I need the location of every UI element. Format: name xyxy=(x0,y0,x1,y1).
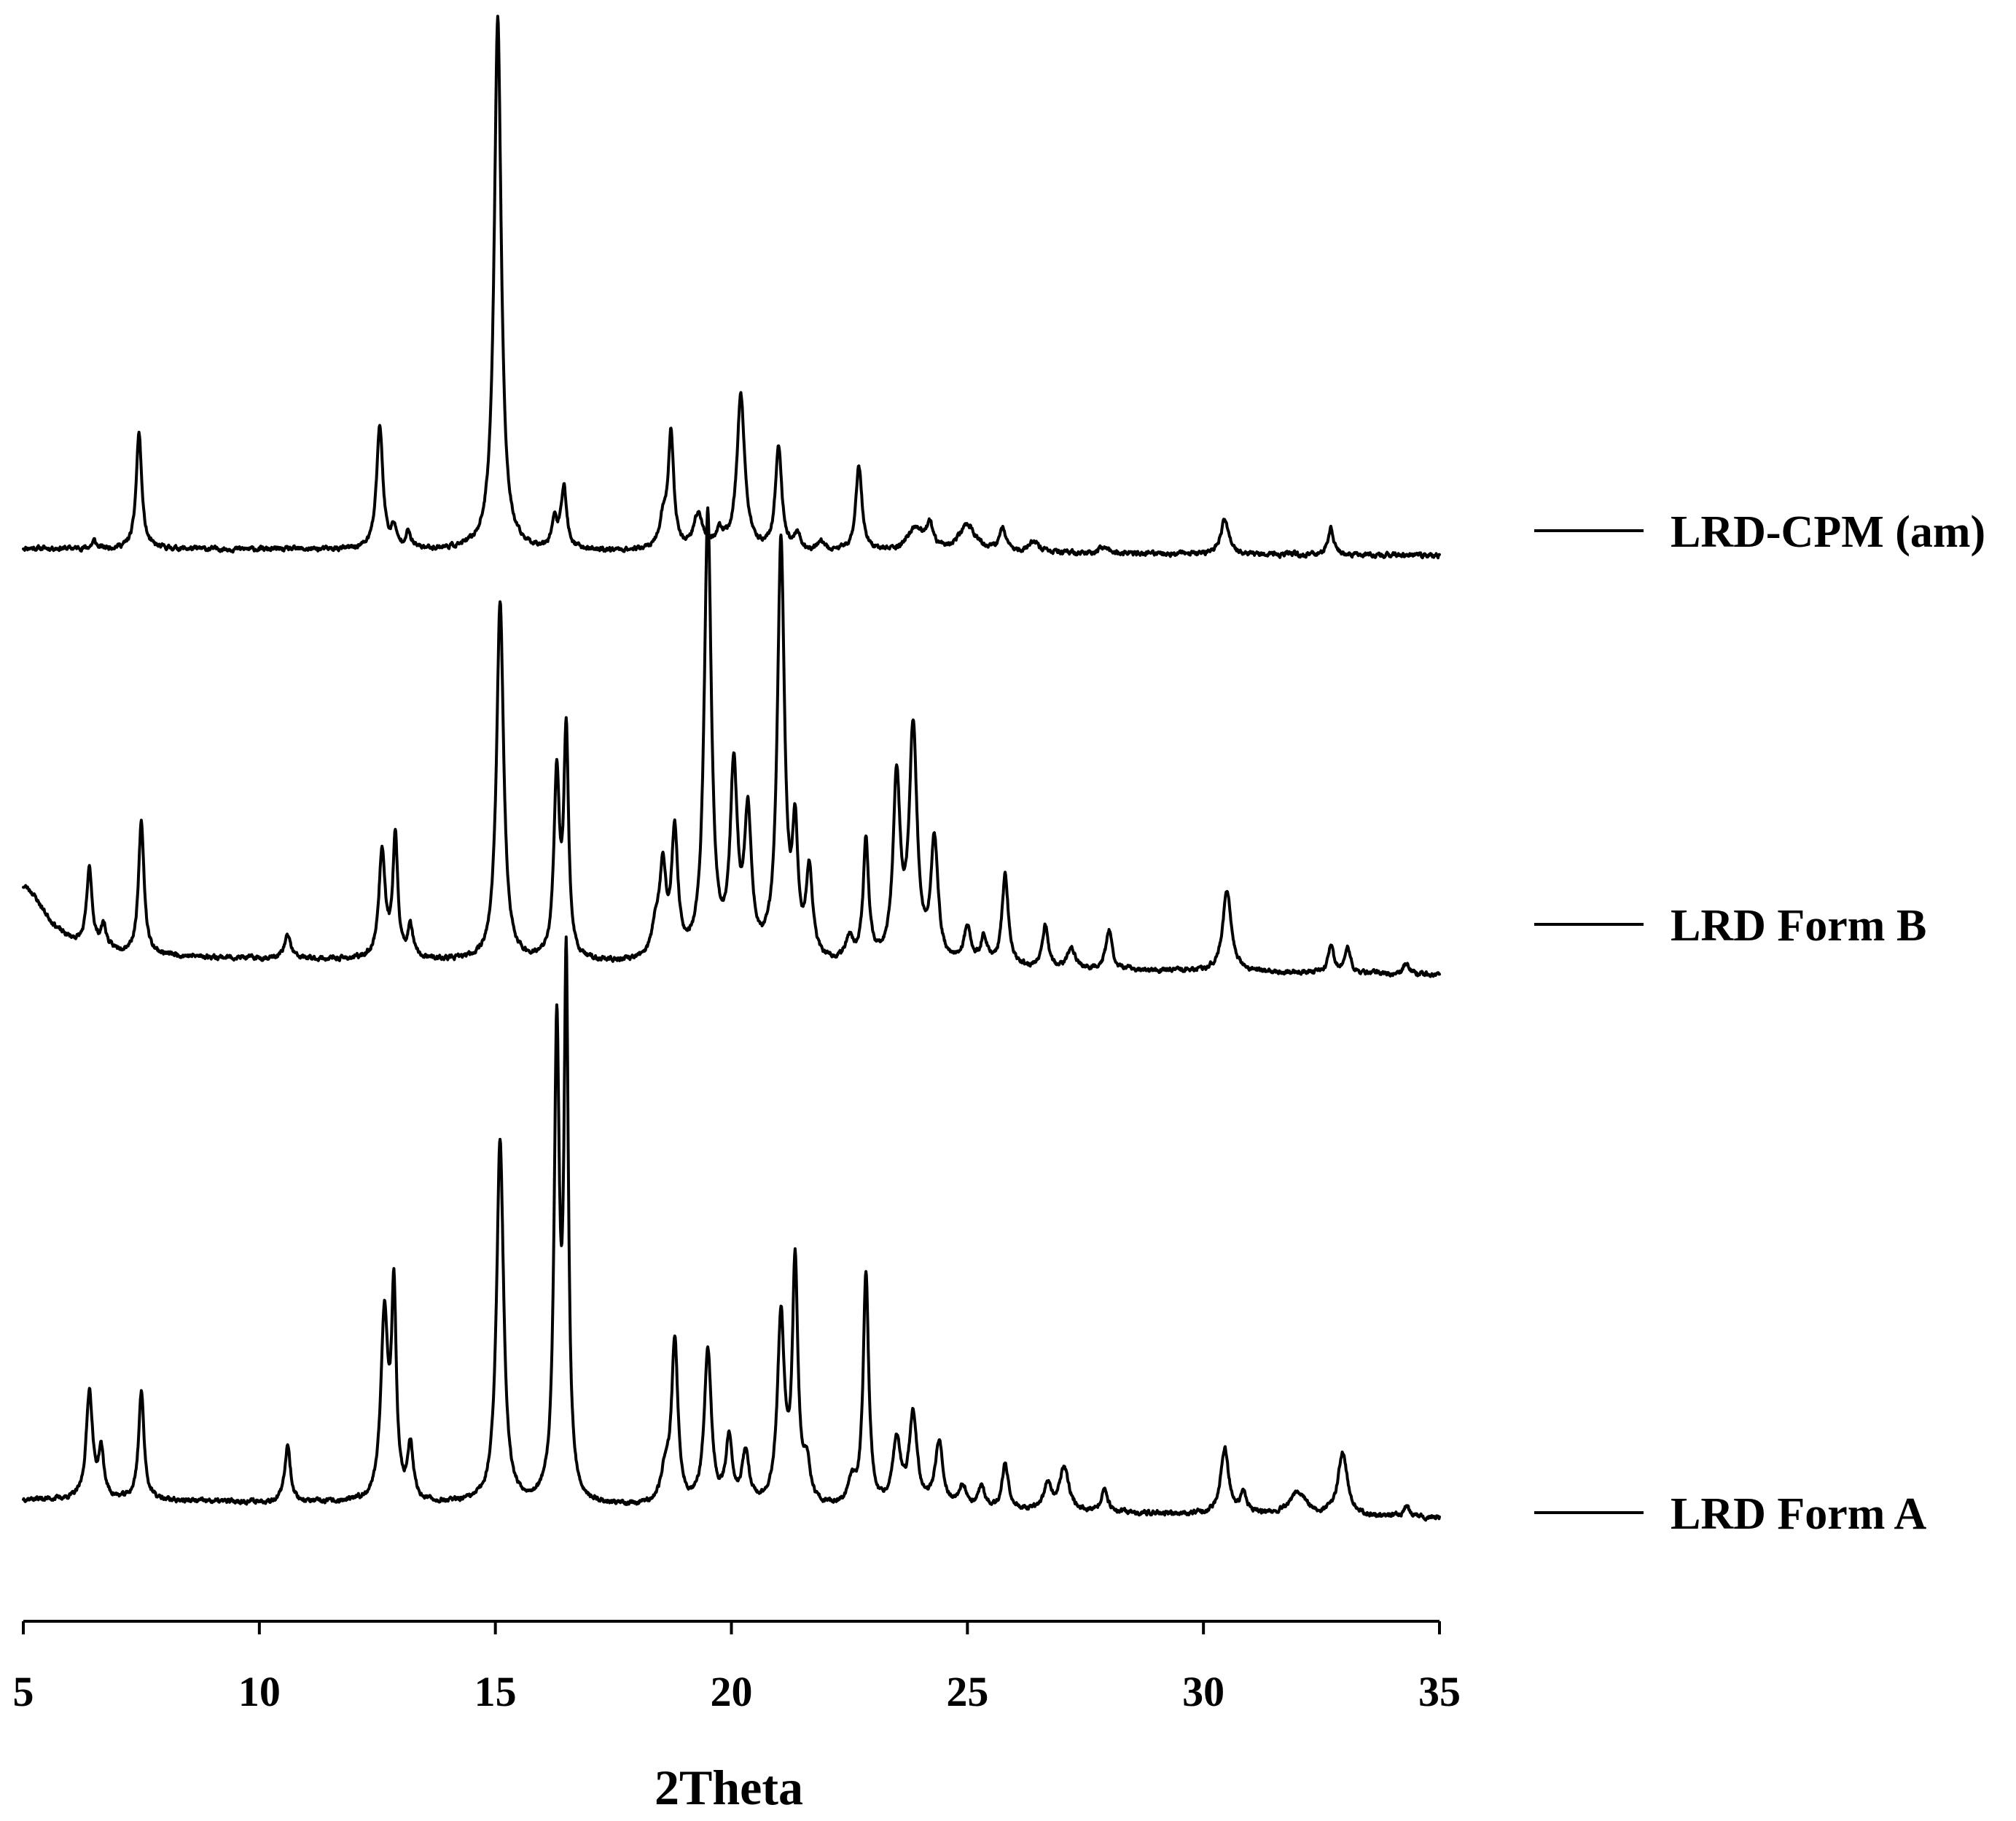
x-tick-label-35: 35 xyxy=(1418,1668,1461,1715)
x-axis: 5 10 15 20 25 30 35 2Theta xyxy=(13,1620,1461,1815)
x-axis-label: 2Theta xyxy=(655,1760,803,1815)
trace-lrd-form-a xyxy=(22,935,1441,1522)
trace-lrd-form-b xyxy=(22,506,1441,978)
x-tick-label-30: 30 xyxy=(1182,1668,1224,1715)
x-tick-label-25: 25 xyxy=(946,1668,988,1715)
legend-label-lrd-form-a: LRD Form A xyxy=(1671,1489,1927,1539)
x-tick-label-20: 20 xyxy=(711,1668,753,1715)
legend-label-lrd-cpm-am: LRD-CPM (am) xyxy=(1671,507,1985,557)
legend: LRD-CPM (am) LRD Form B LRD Form A xyxy=(1534,507,1985,1539)
x-ticks: 5 10 15 20 25 30 35 xyxy=(13,1621,1461,1715)
x-tick-label-5: 5 xyxy=(13,1668,34,1715)
x-tick-label-10: 10 xyxy=(238,1668,281,1715)
legend-label-lrd-form-b: LRD Form B xyxy=(1671,901,1926,951)
pattern-traces xyxy=(22,15,1441,1522)
x-tick-label-15: 15 xyxy=(474,1668,517,1715)
trace-lrd-cpm-am xyxy=(22,15,1441,560)
